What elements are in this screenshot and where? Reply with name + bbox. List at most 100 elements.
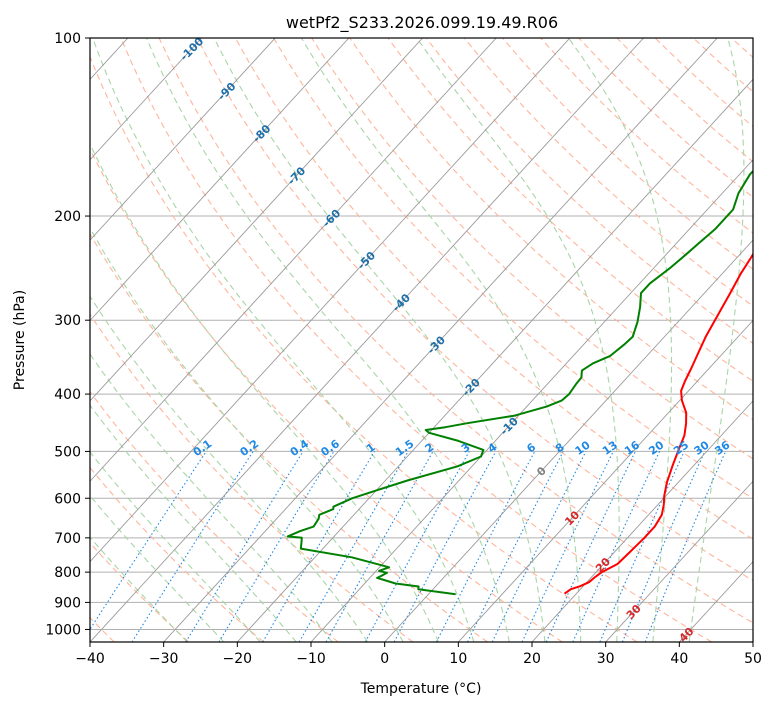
mixing-ratio-line xyxy=(621,451,706,642)
isotherm-line xyxy=(458,319,753,642)
mixing-ratio-line xyxy=(90,451,207,631)
x-tick-label: 20 xyxy=(523,651,541,667)
isotherm-line xyxy=(310,159,753,642)
mixing-ratio-label: 4 xyxy=(486,440,500,455)
dry-adiabats xyxy=(90,38,753,642)
dry-adiabat-line xyxy=(90,466,264,642)
x-tick-label: 30 xyxy=(597,651,615,667)
dry-adiabat-line xyxy=(120,38,712,642)
temperature-line xyxy=(563,252,753,595)
isotherm-line xyxy=(90,38,497,482)
dry-adiabat-line xyxy=(311,38,753,460)
mixing-ratio-line xyxy=(644,451,727,642)
moist-adiabats xyxy=(90,38,745,642)
mixing-ratio-line xyxy=(521,451,614,642)
mixing-ratio-label: 0.1 xyxy=(191,437,214,459)
mixing-ratio-label: 20 xyxy=(646,438,666,458)
isotherm-line xyxy=(90,38,423,402)
moist-adiabat-line xyxy=(90,404,297,642)
y-tick-label: 1000 xyxy=(45,622,81,638)
y-tick-label: 400 xyxy=(54,387,81,403)
isotherm-line xyxy=(531,400,753,642)
dry-adiabat-line xyxy=(578,38,753,198)
isotherm-line xyxy=(90,38,276,241)
mixing-ratio-label: 0.6 xyxy=(319,437,343,459)
isotherm-line xyxy=(163,38,718,642)
isotherm-line xyxy=(90,38,571,563)
dry-adiabat-line xyxy=(273,38,753,500)
mixing-ratio-label: 1.5 xyxy=(393,437,416,459)
mixing-ratio-line xyxy=(545,451,636,642)
dry-adiabat-line xyxy=(387,38,753,382)
moist-adiabat-line xyxy=(90,295,369,642)
isotherm-label: -100 xyxy=(178,35,207,64)
sounding-series xyxy=(286,169,753,596)
moist-adiabat-line xyxy=(300,38,582,642)
moist-adiabat-line xyxy=(90,142,440,642)
mixing-ratio-line xyxy=(325,451,434,642)
mixing-ratio-line xyxy=(599,451,685,642)
moist-adiabat-line xyxy=(90,227,404,642)
mixing-ratio-line xyxy=(131,451,254,642)
isotherm-line xyxy=(90,38,350,322)
dry-adiabat-line xyxy=(90,55,638,642)
mixing-ratio-line xyxy=(262,451,375,642)
mixing-ratio-line xyxy=(572,451,661,642)
mixing-ratio-label: 6 xyxy=(524,440,538,455)
mixing-ratio-line xyxy=(364,451,470,642)
x-tick-label: −30 xyxy=(149,651,179,667)
x-tick-label: 40 xyxy=(670,651,688,667)
y-tick-label: 100 xyxy=(54,31,81,47)
mixing-ratio-label: 10 xyxy=(573,438,593,458)
dry-adiabat-line xyxy=(349,38,753,421)
moist-adiabat-line xyxy=(90,536,188,642)
moist-adiabat-line xyxy=(92,38,475,642)
x-tick-label: 10 xyxy=(449,651,467,667)
dry-adiabat-line xyxy=(90,542,190,642)
skewt-line-labels: 0.1 0.2 0.4 0.6 1 1.5 2 3 4 6 8 10 13 16 20 25 30 36-100-… xyxy=(178,35,733,642)
moist-adiabat-line xyxy=(568,38,673,642)
moist-adiabat-line xyxy=(416,38,620,642)
dry-adiabat-line xyxy=(90,232,488,642)
y-tick-label: 300 xyxy=(54,313,81,329)
dewpoint-line xyxy=(286,169,753,596)
dry-adiabat-line xyxy=(654,38,753,128)
x-tick-label: 0 xyxy=(380,651,389,667)
dry-adiabat-line xyxy=(425,38,753,345)
y-tick-label: 600 xyxy=(54,491,81,507)
x-tick-label: −40 xyxy=(75,651,105,667)
moist-adiabat-line xyxy=(90,353,333,642)
pressure-gridlines xyxy=(90,38,753,630)
isotherm-line xyxy=(237,78,753,642)
y-tick-label: 700 xyxy=(54,531,81,547)
y-tick-label: 200 xyxy=(54,209,81,225)
y-axis-title: Pressure (hPa) xyxy=(12,290,28,390)
isotherm-line xyxy=(90,38,644,642)
isotherm-line xyxy=(752,641,753,642)
moist-adiabat-line xyxy=(688,38,745,642)
isotherm-line xyxy=(90,38,202,161)
mixing-ratio-label: 36 xyxy=(712,438,732,458)
y-tick-label: 800 xyxy=(54,565,81,581)
mixing-ratio-label: 3 xyxy=(459,441,473,456)
dry-adiabat-line xyxy=(158,38,753,624)
dry-adiabat-line xyxy=(90,148,563,642)
mixing-ratio-line xyxy=(467,451,564,642)
y-axis: 100 200 300 400 500 600 700 800 900 1000 xyxy=(45,31,90,638)
y-tick-label: 500 xyxy=(54,444,81,460)
mixing-ratio-line xyxy=(218,451,335,642)
plot-frame xyxy=(89,37,754,643)
isotherm-line xyxy=(679,560,753,642)
mixing-ratio-line xyxy=(185,451,304,642)
isotherm-lines xyxy=(90,38,753,642)
mixing-ratio-label: 8 xyxy=(553,441,567,456)
isotherm-line xyxy=(605,480,753,642)
x-axis: −40 −30 −20 −10 0 10 20 30 40 50 xyxy=(75,642,762,667)
x-axis-title: Temperature (°C) xyxy=(360,681,482,697)
mixing-ratio-label: 30 xyxy=(692,438,712,458)
y-tick-label: 900 xyxy=(54,595,81,611)
chart-title: wetPf2_S233.2026.099.19.49.R06 xyxy=(286,13,558,33)
x-tick-label: −10 xyxy=(296,651,326,667)
moist-adiabat-line xyxy=(90,451,261,642)
